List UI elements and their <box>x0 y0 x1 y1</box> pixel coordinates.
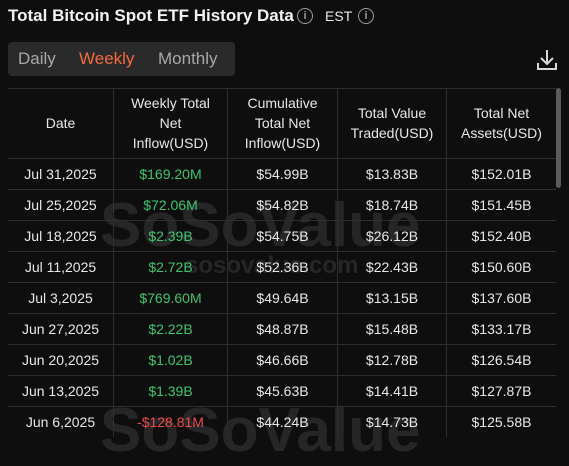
page: {"header": {"title": "Total Bitcoin Spot… <box>8 6 561 465</box>
table-cell: Jul 3,2025 <box>28 289 93 306</box>
table-cell: Jul 11,2025 <box>24 258 97 275</box>
table-cell: -$128.81M <box>113 406 227 437</box>
table-cell: $127.87B <box>446 375 556 406</box>
column-header: Total Value Traded(USD) <box>337 88 446 158</box>
row-divider <box>8 313 556 314</box>
column-header: Date <box>45 115 76 131</box>
table-cell: $54.82B <box>227 189 337 220</box>
row-divider <box>8 189 556 190</box>
table-cell: $52.36B <box>227 251 337 282</box>
table-cell: $13.15B <box>337 282 446 313</box>
tab[interactable]: Daily <box>18 49 56 68</box>
table-cell: $1.39B <box>113 375 227 406</box>
table-cell: $13.83B <box>337 158 446 189</box>
row-divider <box>8 406 556 407</box>
table-cell: $152.01B <box>446 158 556 189</box>
table-cell: $150.60B <box>446 251 556 282</box>
row-divider <box>8 375 556 376</box>
row-divider <box>8 344 556 345</box>
title: Total Bitcoin Spot ETF History Data <box>8 6 294 25</box>
table-cell: $1.02B <box>113 344 227 375</box>
info-icon[interactable]: i <box>358 8 374 24</box>
table-cell: Jul 18,2025 <box>24 227 97 244</box>
table-cell: $126.54B <box>446 344 556 375</box>
column-header: Cumulative Total Net Inflow(USD) <box>227 88 337 158</box>
table-cell: $769.60M <box>113 282 227 313</box>
table-cell: $49.64B <box>227 282 337 313</box>
table-cell: $22.43B <box>337 251 446 282</box>
tab[interactable]: Weekly <box>79 49 135 68</box>
table-cell: $152.40B <box>446 220 556 251</box>
table-cell: $2.39B <box>113 220 227 251</box>
row-divider <box>8 220 556 221</box>
table: Date Weekly Total Net Inflow(USD) Cumulati… <box>8 88 556 437</box>
table-cell: $45.63B <box>227 375 337 406</box>
tab-bar: Daily Weekly Monthly <box>8 42 235 76</box>
table-cell: $14.41B <box>337 375 446 406</box>
table-cell: Jul 25,2025 <box>24 196 97 213</box>
tab[interactable]: Monthly <box>158 49 218 68</box>
table-cell: Jun 6,2025 <box>25 413 96 430</box>
table-cell: Jul 31,2025 <box>24 165 97 182</box>
table-cell: Jun 13,2025 <box>21 382 100 399</box>
table-cell: $72.06M <box>113 189 227 220</box>
table-cell: $151.45B <box>446 189 556 220</box>
row-divider <box>8 282 556 283</box>
timezone: EST <box>325 8 353 24</box>
table-cell: $137.60B <box>446 282 556 313</box>
table-cell: $54.99B <box>227 158 337 189</box>
table-cell: $15.48B <box>337 313 446 344</box>
table-cell: $54.75B <box>227 220 337 251</box>
row-divider <box>8 158 556 159</box>
table-cell: Jun 27,2025 <box>21 320 100 337</box>
table-cell: $18.74B <box>337 189 446 220</box>
table-cell: $14.73B <box>337 406 446 437</box>
table-cell: $169.20M <box>113 158 227 189</box>
table-cell: $26.12B <box>337 220 446 251</box>
table-cell: $125.58B <box>446 406 556 437</box>
row-divider <box>8 88 556 89</box>
column-header: Total Net Assets(USD) <box>446 88 556 158</box>
scrollbar[interactable] <box>556 88 561 188</box>
table-cell: $44.24B <box>227 406 337 437</box>
download-icon[interactable] <box>536 48 558 72</box>
table-cell: $2.72B <box>113 251 227 282</box>
table-cell: $12.78B <box>337 344 446 375</box>
table-cell: $48.87B <box>227 313 337 344</box>
table-cell: $46.66B <box>227 344 337 375</box>
table-cell: $133.17B <box>446 313 556 344</box>
table-cell: $2.22B <box>113 313 227 344</box>
info-icon[interactable]: i <box>297 8 313 24</box>
column-header: Weekly Total Net Inflow(USD) <box>113 88 227 158</box>
table-cell: Jun 20,2025 <box>21 351 100 368</box>
row-divider <box>8 251 556 252</box>
